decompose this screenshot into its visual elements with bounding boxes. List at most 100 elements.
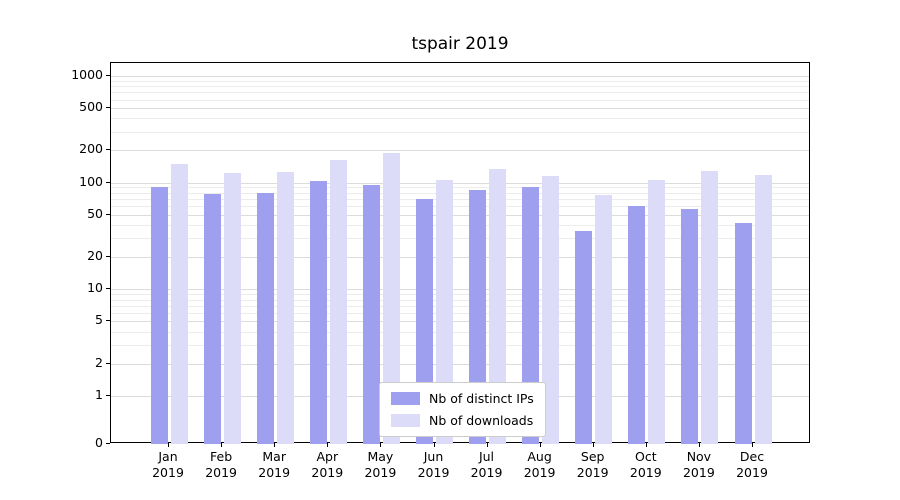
x-tick-label-line: 2019 — [682, 465, 715, 481]
x-tick-label-line: Oct — [634, 449, 657, 464]
gridline — [111, 131, 809, 133]
gridline — [111, 192, 809, 194]
x-tick-label: Apr 2019 — [311, 449, 343, 482]
bar-nb-of-distinct-ips — [362, 184, 380, 444]
x-tick-mark — [380, 443, 382, 447]
x-tick-label-line: Aug — [527, 449, 552, 464]
legend-swatch-downloads — [391, 414, 420, 427]
bar-nb-of-distinct-ips — [575, 231, 593, 444]
gridline — [111, 345, 809, 347]
x-tick-mark — [539, 443, 541, 447]
x-tick-label-line: Jan — [158, 449, 178, 464]
y-tick-label: 500 — [79, 98, 103, 114]
x-tick-label-line: 2019 — [736, 465, 768, 481]
bar-nb-of-downloads — [382, 152, 400, 444]
gridline — [111, 92, 809, 94]
x-tick-label-line: Feb — [210, 449, 233, 464]
gridline — [111, 75, 809, 77]
x-tick-mark — [698, 443, 700, 447]
y-tick-mark — [106, 362, 110, 364]
x-tick-label-line: 2019 — [629, 465, 662, 481]
gridline — [111, 99, 809, 101]
x-tick-mark — [592, 443, 594, 447]
y-tick-label: 20 — [87, 248, 103, 264]
y-tick-mark — [106, 320, 110, 322]
x-tick-label-line: Mar — [262, 449, 286, 464]
gridline — [111, 289, 809, 291]
x-tick-label: Oct 2019 — [630, 449, 662, 482]
x-tick-label: Feb 2019 — [205, 449, 237, 482]
x-tick-mark — [221, 443, 223, 447]
bar-nb-of-downloads — [436, 180, 453, 444]
bar-nb-of-distinct-ips — [309, 180, 327, 444]
bar-nb-of-distinct-ips — [203, 194, 221, 444]
bar-nb-of-downloads — [542, 175, 560, 444]
bar-nb-of-downloads — [223, 172, 241, 444]
gridline — [111, 182, 809, 184]
x-tick-mark — [274, 443, 276, 447]
gridline — [111, 118, 809, 120]
x-tick-label-line: Jul — [478, 449, 495, 464]
gridline — [111, 294, 809, 296]
x-tick-label: May 2019 — [364, 449, 396, 482]
bar-nb-of-distinct-ips — [734, 222, 752, 444]
x-tick-label-line: 2019 — [152, 465, 184, 481]
gridline — [111, 363, 809, 365]
y-tick-mark — [106, 288, 110, 290]
x-tick-label: Dec 2019 — [736, 449, 768, 482]
gridline — [111, 321, 809, 323]
y-tick-label: 1000 — [71, 66, 103, 82]
x-tick-label-line: 2019 — [523, 465, 556, 481]
x-tick-mark — [752, 443, 753, 447]
bar-nb-of-downloads — [701, 171, 719, 444]
legend-swatch-distinct-ips — [391, 392, 420, 405]
y-tick-mark — [106, 149, 110, 151]
y-tick-mark — [106, 106, 110, 108]
gridline — [111, 199, 809, 201]
bar-nb-of-distinct-ips — [628, 206, 646, 444]
x-tick-label-line: 2019 — [576, 465, 609, 481]
bar-nb-of-distinct-ips — [150, 187, 168, 444]
x-tick-label-line: May — [367, 449, 394, 464]
y-tick-label: 100 — [79, 173, 103, 189]
bar-nb-of-downloads — [329, 160, 347, 444]
y-tick-label: 10 — [87, 280, 103, 296]
x-tick-label: Aug 2019 — [524, 449, 556, 482]
y-tick-mark — [106, 395, 110, 396]
gridline — [111, 187, 809, 189]
x-tick-label-line: Apr — [316, 449, 339, 464]
x-tick-label-line: Dec — [739, 449, 765, 464]
bar-nb-of-distinct-ips — [522, 187, 540, 444]
bar-nb-of-distinct-ips — [469, 190, 486, 444]
bar-nb-of-downloads — [276, 171, 294, 444]
y-tick-label: 0 — [95, 435, 103, 450]
x-tick-label-line: Sep — [580, 449, 605, 464]
x-tick-label: Sep 2019 — [577, 449, 609, 482]
x-tick-label: Mar 2019 — [258, 449, 290, 482]
legend-item-downloads: Nb of downloads — [391, 413, 534, 428]
bar-nb-of-distinct-ips — [256, 192, 274, 444]
y-tick-mark — [106, 213, 110, 215]
x-tick-label-line: 2019 — [205, 465, 237, 481]
x-tick-mark — [645, 443, 647, 447]
bar-nb-of-downloads — [595, 195, 613, 444]
chart-title: tspair 2019 — [411, 34, 509, 54]
y-tick-label: 1 — [95, 387, 103, 402]
x-tick-label-line: 2019 — [470, 465, 503, 481]
y-tick-mark — [106, 256, 110, 258]
gridline — [111, 206, 809, 208]
gridline — [111, 107, 809, 109]
gridline — [111, 305, 809, 307]
x-tick-label-line: 2019 — [311, 465, 344, 481]
y-tick-label: 200 — [79, 141, 103, 157]
plot-area: Nb of distinct IPs Nb of downloads — [110, 62, 810, 444]
legend-label-downloads: Nb of downloads — [429, 413, 534, 428]
gridline — [111, 80, 809, 82]
grid-layer — [111, 63, 809, 442]
bars-layer — [111, 63, 809, 444]
x-tick-label-line: 2019 — [364, 465, 397, 481]
legend-label-distinct-ips: Nb of distinct IPs — [429, 391, 534, 406]
legend-item-distinct-ips: Nb of distinct IPs — [391, 391, 534, 406]
x-tick-mark — [327, 443, 329, 447]
bar-nb-of-downloads — [648, 179, 666, 444]
